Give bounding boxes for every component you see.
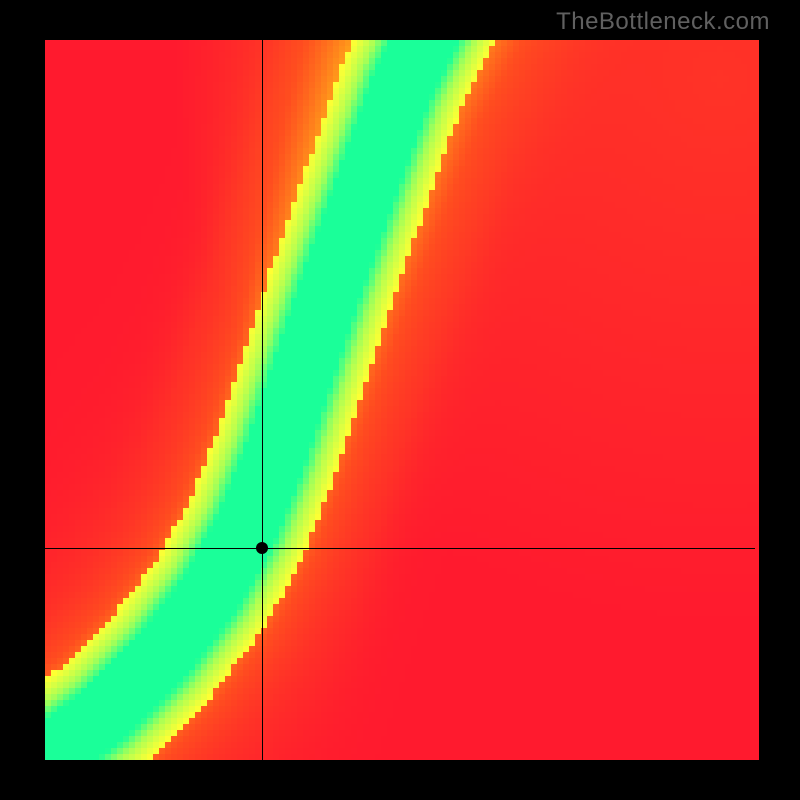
heatmap-plot [45,40,759,760]
selection-marker [256,542,268,554]
crosshair-vertical [262,40,263,760]
crosshair-horizontal [45,548,755,549]
watermark-label: TheBottleneck.com [556,8,770,36]
